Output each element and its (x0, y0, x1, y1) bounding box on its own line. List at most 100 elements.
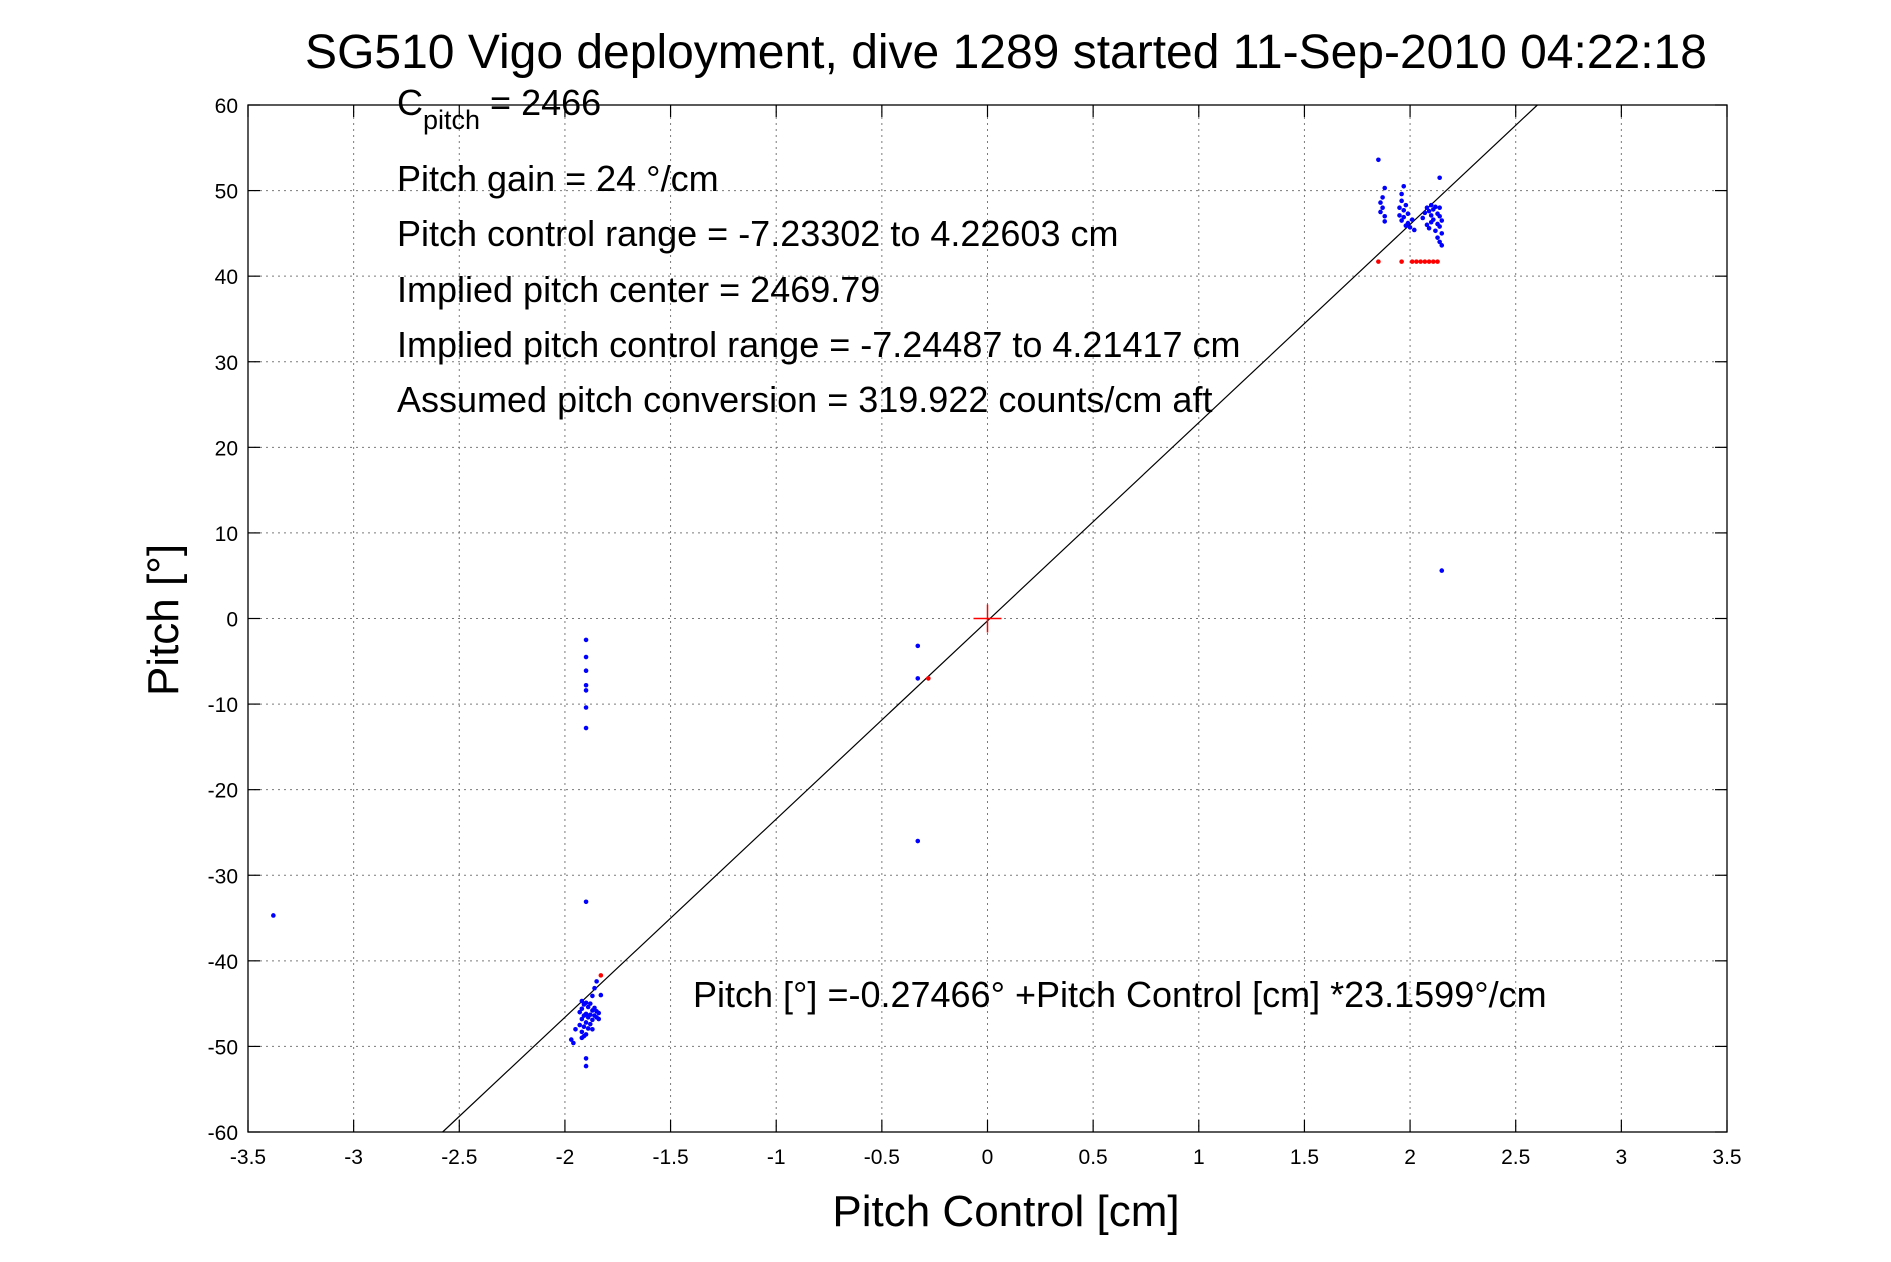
data-point (583, 1000, 589, 1006)
data-point (1401, 214, 1407, 220)
data-point (1420, 215, 1426, 221)
data-point (585, 1004, 591, 1010)
data-point (915, 838, 921, 844)
data-point (577, 1009, 583, 1015)
x-tick-labels: -3.5 -3 -2.5 -2 -1.5 -1 -0.5 0 0.5 1 1.5 2 2.5 3 3.5 (230, 1146, 1742, 1169)
data-point (598, 973, 604, 978)
data-point (583, 1032, 589, 1037)
x-tick-label: 3.5 (1712, 1146, 1741, 1169)
data-point (926, 676, 931, 681)
data-point (583, 1011, 589, 1017)
grid (247, 104, 1728, 1133)
data-point (1399, 191, 1404, 197)
data-point (1403, 202, 1409, 208)
data-point (1376, 259, 1381, 264)
c-pitch-annotation: Cpitch = 2466 (397, 82, 601, 135)
data-point (571, 1040, 576, 1046)
data-point (1378, 209, 1383, 215)
y-tick-label: 0 (226, 609, 238, 632)
data-point (590, 1017, 595, 1023)
pitch-control-range-annotation: Pitch control range = -7.23302 to 4.2260… (397, 213, 1118, 254)
data-point (1439, 568, 1445, 573)
data-point (1411, 227, 1417, 233)
data-point (579, 1016, 585, 1022)
data-point (1439, 243, 1445, 248)
x-tick-label: -3 (344, 1146, 363, 1169)
data-point (583, 1063, 589, 1069)
data-point (583, 688, 589, 693)
data-point (590, 993, 595, 999)
data-point (1382, 213, 1388, 219)
data-point (585, 1026, 591, 1031)
y-tick-label: -60 (208, 1122, 238, 1145)
x-tick-label: 3 (1616, 1146, 1628, 1169)
data-point (1437, 205, 1442, 210)
x-tick-label: -1 (767, 1146, 786, 1169)
axis-ticks (247, 104, 1728, 1133)
data-point (1428, 213, 1434, 218)
assumed-pitch-conversion-annotation: Assumed pitch conversion = 319.922 count… (397, 379, 1212, 420)
x-tick-label: -1.5 (652, 1146, 688, 1169)
c-pitch-main: C (397, 82, 423, 123)
data-point (1437, 239, 1442, 245)
data-point (1399, 259, 1404, 264)
data-point (579, 1006, 585, 1012)
x-tick-label: -2 (556, 1146, 575, 1169)
x-tick-label: 1.5 (1290, 1146, 1319, 1169)
data-point (1431, 217, 1436, 222)
y-tick-label: 10 (215, 523, 238, 546)
data-point (596, 1016, 602, 1022)
data-point (1418, 259, 1423, 264)
y-tick-labels: 60 50 40 30 20 10 0 -10 -20 -30 -40 -50 -60 (208, 95, 238, 1145)
data-point (1399, 218, 1404, 223)
data-point (1433, 204, 1438, 210)
data-point (1426, 259, 1432, 264)
y-tick-label: -50 (208, 1036, 238, 1059)
data-point (1380, 195, 1385, 200)
y-tick-label: 40 (215, 266, 238, 289)
data-point (583, 637, 589, 643)
data-point (1414, 259, 1419, 264)
data-point (594, 979, 599, 984)
data-point (573, 1027, 578, 1032)
data-point (1435, 259, 1440, 264)
y-tick-label: 20 (215, 437, 238, 460)
data-point (577, 1022, 583, 1028)
data-point (583, 725, 589, 731)
y-tick-label: -20 (208, 780, 238, 803)
data-point (579, 998, 585, 1004)
data-point (583, 668, 589, 674)
x-tick-label: 0.5 (1079, 1146, 1108, 1169)
data-point (1437, 175, 1442, 181)
data-point (1437, 213, 1442, 219)
data-point (1422, 259, 1428, 264)
implied-pitch-control-range-annotation: Implied pitch control range = -7.24487 t… (397, 324, 1241, 365)
y-axis-label: Pitch [°] (139, 544, 188, 696)
data-point (583, 1056, 589, 1061)
data-point (587, 1021, 593, 1027)
data-point (1439, 231, 1445, 236)
data-point (1399, 198, 1404, 204)
data-point (1380, 205, 1385, 210)
data-point (583, 899, 589, 905)
data-point (1439, 218, 1445, 223)
x-tick-label: -3.5 (230, 1146, 266, 1169)
data-point (1422, 210, 1428, 216)
data-point (1382, 219, 1388, 224)
y-tick-label: 60 (215, 95, 238, 118)
data-point (596, 1010, 602, 1016)
data-point (592, 1005, 597, 1011)
implied-pitch-center-annotation: Implied pitch center = 2469.79 (397, 269, 880, 310)
data-point (1426, 208, 1432, 214)
data-point (1426, 225, 1432, 231)
x-tick-label: 0 (982, 1146, 994, 1169)
data-point (1405, 220, 1411, 226)
data-point (1382, 185, 1388, 191)
data-point (581, 1024, 587, 1030)
chart-title: SG510 Vigo deployment, dive 1289 started… (305, 26, 1707, 79)
data-point (271, 913, 276, 918)
data-point (583, 705, 589, 710)
data-point (568, 1037, 574, 1042)
data-point (1401, 184, 1407, 189)
